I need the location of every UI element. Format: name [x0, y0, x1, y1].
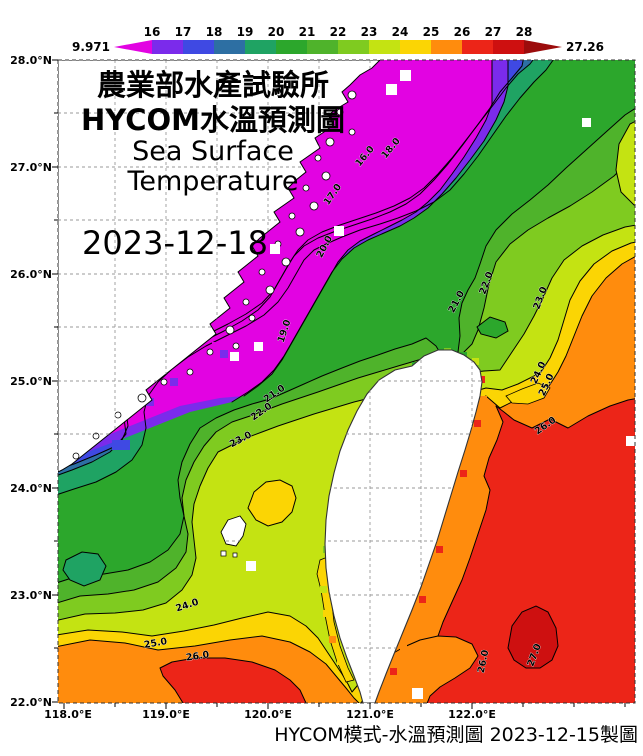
- colorbar-segment: [493, 40, 524, 54]
- colorbar-max-label: 27.26: [566, 40, 604, 54]
- colorbar-left-arrow: [114, 40, 152, 54]
- colorbar-tick: 16: [144, 25, 161, 39]
- warm-pocket-northeast-taiwan: [505, 382, 551, 405]
- red-region-east: [427, 398, 635, 703]
- lat-label: 22.0°N: [10, 696, 52, 709]
- china-land: [58, 60, 381, 473]
- figure-caption: HYCOM模式-水溫預測圖 2023-12-15製圖: [274, 724, 638, 746]
- green-patch-north-of-taiwan: [476, 316, 509, 339]
- lat-label: 23.0°N: [10, 589, 52, 602]
- lat-label: 27.0°N: [10, 161, 52, 174]
- warm-eddy-strait: [247, 479, 297, 527]
- colorbar-segment: [338, 40, 369, 54]
- penghu-islands: [220, 515, 247, 558]
- colorbar-segments: [152, 40, 524, 54]
- colorbar-tick: 18: [206, 25, 223, 39]
- colorbar-tick: 26: [454, 25, 471, 39]
- lon-label: 120.0°E: [244, 708, 292, 721]
- lon-label: 121.0°E: [346, 708, 394, 721]
- colorbar-segment: [245, 40, 276, 54]
- colorbar-tick-labels: 16 17 18 19 20 21 22 23 24 25 26 27 28: [144, 25, 533, 39]
- colorbar: 9.971 27.26 16 17 18 19 20 21 22 23 24 2…: [72, 25, 604, 54]
- lat-label: 28.0°N: [10, 54, 52, 67]
- title-block: 農業部水產試驗所 HYCOM水溫預測圖 Sea Surface Temperat…: [81, 68, 345, 262]
- colorbar-tick: 19: [237, 25, 254, 39]
- darkred-core: [507, 605, 559, 669]
- missing-data-cells: [230, 70, 635, 699]
- colorbar-segment: [183, 40, 214, 54]
- longitude-axis: 118.0°E 119.0°E 120.0°E 121.0°E 122.0°E: [44, 708, 496, 721]
- colorbar-segment: [369, 40, 400, 54]
- colorbar-tick: 21: [299, 25, 316, 39]
- colorbar-tick: 23: [361, 25, 378, 39]
- colorbar-segment: [307, 40, 338, 54]
- colorbar-tick: 24: [392, 25, 409, 39]
- lon-label: 118.0°E: [44, 708, 92, 721]
- title-line-4: Temperature: [126, 166, 298, 197]
- title-line-3: Sea Surface: [132, 136, 294, 167]
- contour-label: 26.0: [185, 649, 210, 663]
- title-line-1: 農業部水產試驗所: [97, 68, 329, 102]
- colorbar-tick: 25: [423, 25, 440, 39]
- coastal-islets: [72, 90, 357, 460]
- forecast-date: 2023-12-18: [82, 224, 268, 262]
- colorbar-tick: 22: [330, 25, 347, 39]
- colorbar-segment: [276, 40, 307, 54]
- colorbar-tick: 17: [175, 25, 192, 39]
- colorbar-tick: 27: [485, 25, 502, 39]
- colorbar-tick: 28: [516, 25, 533, 39]
- lon-label: 122.0°E: [448, 708, 496, 721]
- contour-label: 26.0: [476, 648, 492, 674]
- colorbar-segment: [431, 40, 462, 54]
- taiwan-island: [324, 349, 483, 703]
- lat-label: 25.0°N: [10, 375, 52, 388]
- map-border: [57, 59, 636, 704]
- latitude-axis: 28.0°N 27.0°N 26.0°N 25.0°N 24.0°N 23.0°…: [10, 54, 52, 709]
- colorbar-segment: [462, 40, 493, 54]
- lat-label: 24.0°N: [10, 482, 52, 495]
- lime-patch-east-edge: [615, 120, 635, 206]
- title-line-2: HYCOM水溫預測圖: [81, 103, 345, 137]
- sst-map: 16.0 17.0 18.0 19.0 20.0 21.0 22.0 23.0 …: [58, 60, 635, 703]
- contour-label: 25.0: [143, 636, 168, 651]
- colorbar-right-arrow: [524, 40, 562, 54]
- cool-patch-southwest: [62, 551, 107, 587]
- red-region-southwest: [160, 658, 306, 703]
- lon-label: 119.0°E: [142, 708, 190, 721]
- colorbar-segment: [400, 40, 431, 54]
- colorbar-tick: 20: [268, 25, 285, 39]
- colorbar-segment: [214, 40, 245, 54]
- lat-label: 26.0°N: [10, 268, 52, 281]
- axis-ticks: [52, 59, 626, 709]
- colorbar-min-label: 9.971: [72, 40, 110, 54]
- colorbar-segment: [152, 40, 183, 54]
